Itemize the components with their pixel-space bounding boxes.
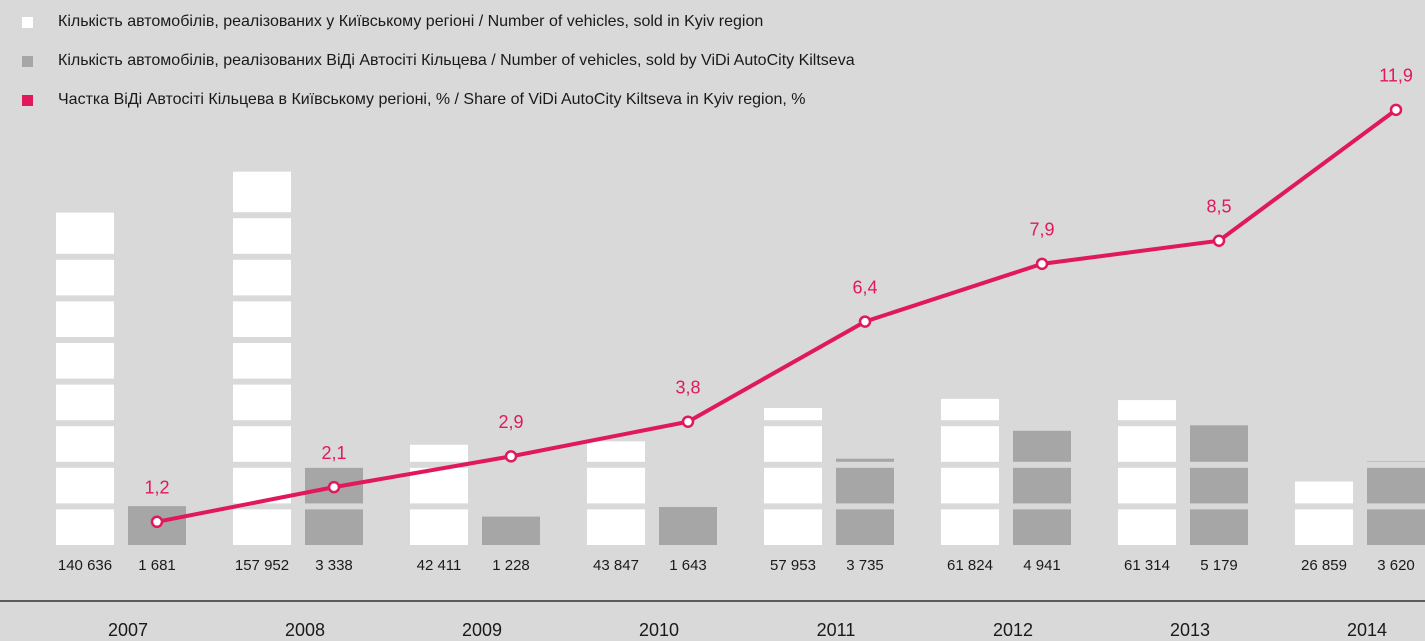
bar-gap <box>233 337 291 343</box>
bar-gap <box>233 461 291 468</box>
line-point <box>1389 103 1403 117</box>
bar <box>587 441 645 545</box>
line-value-label: 2,1 <box>321 443 346 463</box>
bar <box>482 516 540 545</box>
value-label: 42 411 <box>417 557 462 574</box>
bar <box>764 408 822 545</box>
bar <box>1295 481 1353 545</box>
bar-gap <box>233 295 291 302</box>
legend-label: Частка ВіДі Автосіті Кільцева в Київсько… <box>58 91 806 108</box>
bar <box>410 444 468 545</box>
x-tick-label: 2011 <box>817 620 856 640</box>
x-tick-label: 2014 <box>1347 620 1387 640</box>
legend-swatch <box>22 17 33 28</box>
x-tick-label: 2009 <box>462 620 502 640</box>
bar-gap <box>56 253 114 260</box>
bar-gap <box>1190 503 1248 510</box>
value-label: 26 859 <box>1301 557 1347 574</box>
legend-label: Кількість автомобілів, реалізованих у Ки… <box>58 13 763 30</box>
line-value-label: 11,9 <box>1379 66 1413 86</box>
bar-gap <box>233 378 291 385</box>
legend-swatch <box>22 56 33 67</box>
line-point <box>1212 234 1226 247</box>
bar-gap <box>233 253 291 260</box>
bar <box>836 458 894 545</box>
line-value-label: 6,4 <box>852 277 877 297</box>
x-tick-label: 2007 <box>108 620 148 640</box>
bar <box>1367 461 1425 545</box>
bar-gap <box>56 461 114 468</box>
bar-gap <box>1118 461 1176 468</box>
bar-gap <box>1013 461 1071 468</box>
value-label: 61 824 <box>947 557 993 574</box>
bar-gap <box>1118 420 1176 427</box>
x-tick-label: 2012 <box>993 620 1033 640</box>
bar-gap <box>233 420 291 427</box>
value-label: 157 952 <box>235 557 289 574</box>
bar <box>1190 425 1248 545</box>
value-label: 1 681 <box>138 557 176 574</box>
bar-gap <box>836 461 894 468</box>
line-point <box>858 315 872 328</box>
value-label: 3 620 <box>1377 557 1415 574</box>
value-label: 1 643 <box>669 557 707 574</box>
bar <box>659 507 717 545</box>
bar-gap <box>56 378 114 385</box>
bar-gap <box>56 503 114 510</box>
x-tick-label: 2013 <box>1170 620 1210 640</box>
value-label: 1 228 <box>492 557 530 574</box>
bar-gap <box>1367 461 1425 468</box>
line-point <box>150 515 164 529</box>
bar-gap <box>587 503 645 510</box>
line-value-label: 8,5 <box>1206 197 1231 217</box>
line-point <box>327 480 341 494</box>
bar-gap <box>1013 503 1071 510</box>
value-label: 3 735 <box>846 557 884 574</box>
bar-gap <box>410 461 468 468</box>
bar-gap <box>56 295 114 302</box>
bar-gap <box>56 337 114 343</box>
bar-gap <box>836 503 894 510</box>
value-label: 5 179 <box>1200 557 1238 574</box>
bar-gap <box>1190 461 1248 468</box>
bar-gap <box>233 503 291 510</box>
value-label: 4 941 <box>1023 557 1061 574</box>
bar <box>1013 430 1071 545</box>
x-tick-label: 2010 <box>639 620 679 640</box>
line-value-label: 2,9 <box>498 412 523 432</box>
bar-gap <box>764 461 822 468</box>
bar-gap <box>587 461 645 468</box>
bar-gap <box>1295 503 1353 510</box>
bar-gap <box>56 420 114 427</box>
bar-gap <box>305 503 363 510</box>
bar-gap <box>941 503 999 510</box>
bar-gap <box>941 461 999 468</box>
bar-gap <box>941 420 999 427</box>
bar-gap <box>764 503 822 510</box>
bar-gap <box>764 420 822 427</box>
legend-label: Кількість автомобілів, реалізованих ВіДі… <box>58 52 855 69</box>
x-tick-label: 2008 <box>285 620 325 640</box>
line-point <box>1035 257 1049 271</box>
bar-gap <box>1367 503 1425 510</box>
value-label: 57 953 <box>770 557 816 574</box>
bar <box>233 171 291 545</box>
line-value-label: 3,8 <box>675 377 700 397</box>
value-label: 140 636 <box>58 557 112 574</box>
line <box>156 108 1398 524</box>
value-label: 3 338 <box>315 557 353 574</box>
bar-gap <box>410 503 468 510</box>
line-value-label: 7,9 <box>1029 220 1054 240</box>
value-label: 61 314 <box>1124 557 1170 574</box>
line-point <box>681 415 695 428</box>
value-label: 43 847 <box>593 557 639 574</box>
bar-gap <box>233 212 291 219</box>
line-point <box>504 450 518 463</box>
line-value-label: 1,2 <box>144 478 169 498</box>
legend-swatch <box>22 95 33 106</box>
bar-gap <box>1118 503 1176 510</box>
